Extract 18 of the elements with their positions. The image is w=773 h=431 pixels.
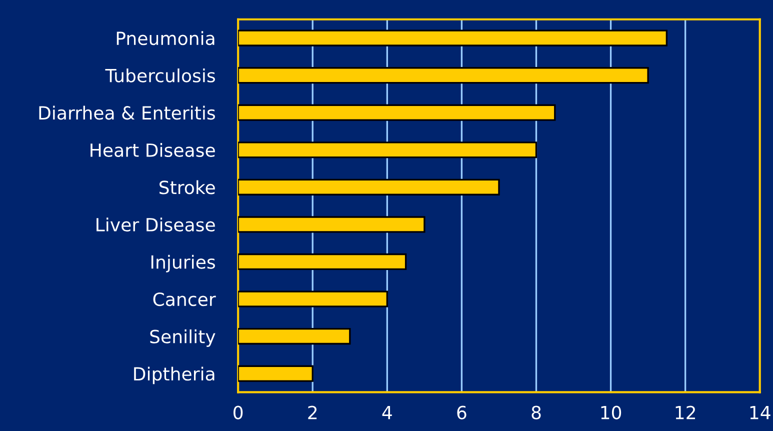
- y-tick-label: Injuries: [151, 254, 215, 272]
- y-tick-label: Cancer: [153, 292, 216, 306]
- x-tick-label: 4: [382, 406, 392, 420]
- x-tick-label: 2: [308, 406, 317, 420]
- y-tick-label: Tuberculosis: [105, 68, 215, 82]
- x-tick-label: 0: [234, 406, 243, 420]
- y-tick-label: Heart Disease: [90, 143, 215, 157]
- x-tick-label: 12: [676, 406, 695, 420]
- x-tick-label: 10: [601, 406, 622, 420]
- y-tick-label: Diptheria: [134, 366, 214, 384]
- y-tick-label: Pneumonia: [116, 31, 214, 46]
- x-tick-label: 8: [532, 406, 541, 420]
- x-tick-label: 14: [750, 406, 770, 420]
- x-tick-label: 6: [457, 406, 466, 420]
- y-tick-label: Diarrhea & Enteritis: [39, 106, 215, 120]
- y-tick-label: Senility: [150, 329, 216, 347]
- y-tick-label: Liver Disease: [96, 218, 215, 232]
- y-tick-label: Stroke: [160, 180, 215, 194]
